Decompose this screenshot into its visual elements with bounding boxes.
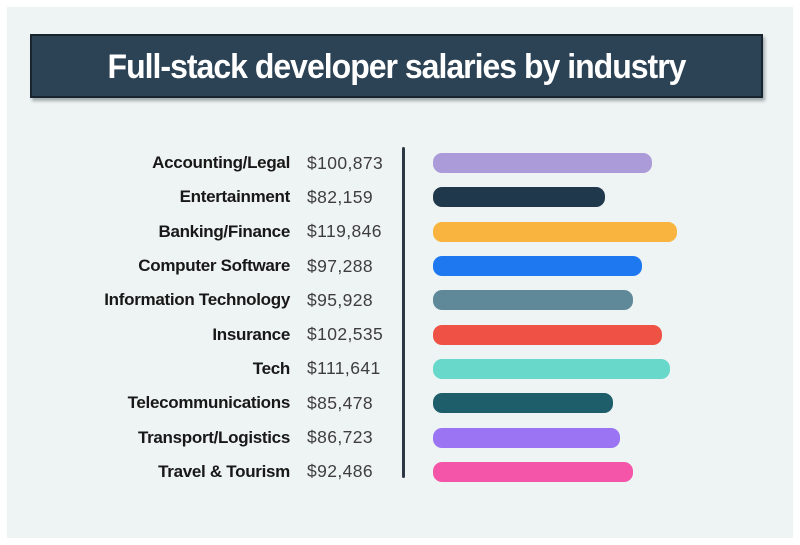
- industry-label: Computer Software: [138, 256, 290, 276]
- industry-label: Banking/Finance: [158, 221, 290, 241]
- chart-row: Information Technology $95,928: [0, 283, 800, 317]
- salary-bar: [433, 221, 677, 242]
- industry-label: Entertainment: [179, 187, 291, 207]
- industry-label: Accounting/Legal: [152, 153, 290, 173]
- salary-value: $85,478: [307, 392, 374, 413]
- industry-label: Insurance: [212, 324, 290, 344]
- salary-bar: [433, 324, 662, 345]
- salary-bar: [433, 290, 633, 311]
- bar-track: [403, 187, 800, 208]
- chart-row: Transport/Logistics $86,723: [0, 420, 800, 454]
- industry-label: Transport/Logistics: [137, 427, 290, 447]
- salary-bar: [433, 187, 605, 208]
- chart-row: Accounting/Legal $100,873: [0, 146, 800, 180]
- salary-bar: [433, 358, 670, 379]
- bar-track: [403, 324, 800, 345]
- chart-row: Insurance $102,535: [0, 317, 800, 351]
- chart-row: Travel & Tourism $92,486: [0, 455, 800, 489]
- salary-bar: [433, 461, 633, 482]
- salary-value: $100,873: [307, 152, 384, 173]
- chart-row: Tech $111,641: [0, 352, 800, 386]
- salary-bar: [433, 393, 613, 414]
- salary-bar: [433, 427, 620, 448]
- bar-track: [403, 461, 800, 482]
- salary-bar: [433, 153, 652, 174]
- title-banner: Full-stack developer salaries by industr…: [30, 34, 763, 98]
- salary-value: $102,535: [307, 324, 384, 345]
- page-title: Full-stack developer salaries by industr…: [107, 46, 687, 85]
- bar-track: [403, 290, 800, 311]
- chart-row: Telecommunications $85,478: [0, 386, 800, 420]
- bar-track: [403, 427, 800, 448]
- bar-track: [403, 393, 800, 414]
- salary-value: $92,486: [307, 461, 374, 482]
- bar-track: [403, 153, 800, 174]
- chart-row: Entertainment $82,159: [0, 180, 800, 214]
- axis-divider: [402, 147, 405, 478]
- bar-track: [403, 256, 800, 277]
- salary-bar: [433, 256, 642, 277]
- salary-value: $111,641: [307, 358, 381, 379]
- industry-label: Tech: [252, 358, 291, 378]
- industry-label: Information Technology: [104, 290, 290, 310]
- industry-label: Travel & Tourism: [158, 461, 290, 481]
- salary-value: $97,288: [307, 255, 374, 276]
- salary-value: $95,928: [307, 289, 374, 310]
- bar-track: [403, 358, 800, 379]
- chart-row: Computer Software $97,288: [0, 249, 800, 283]
- chart-row: Banking/Finance $119,846: [0, 215, 800, 249]
- bar-track: [403, 221, 800, 242]
- industry-label: Telecommunications: [127, 393, 291, 413]
- salary-value: $86,723: [307, 427, 374, 448]
- salary-value: $82,159: [307, 186, 374, 207]
- salary-value: $119,846: [307, 221, 382, 242]
- salary-chart: Accounting/Legal $100,873 Entertainment …: [0, 146, 800, 489]
